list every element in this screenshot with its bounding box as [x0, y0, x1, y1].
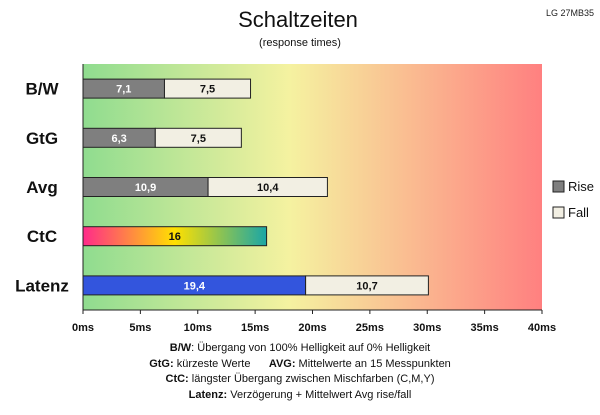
legend-fall-label: Fall: [568, 205, 589, 220]
x-tick-label: 35ms: [471, 322, 499, 334]
bar-value-label: 19,4: [184, 280, 206, 292]
x-tick-label: 30ms: [413, 322, 441, 334]
note-text: längster Übergang zwischen Mischfarben (…: [188, 373, 435, 385]
chart-title: Schaltzeiten: [238, 7, 358, 32]
bar-fall-latenz: [305, 275, 429, 296]
note-line: Latenz: Verzögerung + Mittelwert Avg ris…: [0, 388, 600, 404]
x-tick-label: 15ms: [241, 322, 269, 334]
x-tick-label: 20ms: [298, 322, 326, 334]
note-key: B/W: [169, 342, 192, 354]
monitor-model: LG 27MB35: [546, 8, 594, 18]
x-tick-label: 10ms: [184, 322, 212, 334]
category-label: CtC: [27, 227, 57, 246]
note-key: GtG:: [149, 357, 174, 370]
legend-rise-label: Rise: [568, 179, 594, 194]
note-key: CtC:: [165, 373, 189, 385]
x-tick-label: 5ms: [129, 322, 151, 334]
category-label: B/W: [25, 80, 59, 99]
bar-value-label: 10,9: [135, 182, 156, 194]
note-key: AVG:: [268, 357, 296, 370]
bar-value-label: 7,1: [116, 84, 131, 96]
note-line: B/W: Übergang von 100% Helligkeit auf 0%…: [0, 341, 600, 357]
note-line: CtC: längster Übergang zwischen Mischfar…: [0, 372, 600, 388]
note-text: kürzeste Werte: [173, 357, 251, 370]
bar-fall-bw: [163, 78, 252, 99]
category-label: Avg: [26, 178, 58, 197]
legend-rise-swatch: [552, 180, 565, 193]
note-text: : Übergang von 100% Helligkeit auf 0% He…: [191, 342, 431, 354]
bar-value-label: 7,5: [200, 84, 215, 96]
note-text: Mittelwerte an 15 Messpunkten: [295, 357, 451, 370]
note-key: Latenz:: [188, 388, 228, 401]
bar-value-label: 16: [169, 231, 181, 243]
bar-value-label: 10,7: [356, 280, 377, 292]
category-label: Latenz: [15, 276, 69, 295]
legend-fall-swatch: [552, 206, 565, 219]
chart-notes: B/W: Übergang von 100% Helligkeit auf 0%…: [0, 341, 600, 403]
chart-subtitle: (response times): [259, 37, 341, 49]
bar-rise-ctc: [82, 226, 268, 247]
x-tick-label: 40ms: [528, 322, 556, 334]
note-line: GtG: kürzeste Werte AVG: Mittelwerte an …: [0, 357, 600, 373]
bar-fall-avg: [207, 177, 328, 197]
bar-fall-gtg: [154, 127, 242, 148]
x-tick-label: 0ms: [72, 322, 94, 334]
bar-value-label: 7,5: [191, 133, 206, 145]
note-text: Verzögerung + Mittelwert Avg rise/fall: [227, 388, 412, 401]
category-label: GtG: [26, 129, 58, 148]
bar-value-label: 6,3: [111, 133, 126, 145]
bar-value-label: 10,4: [257, 182, 279, 194]
x-tick-label: 25ms: [356, 322, 384, 334]
